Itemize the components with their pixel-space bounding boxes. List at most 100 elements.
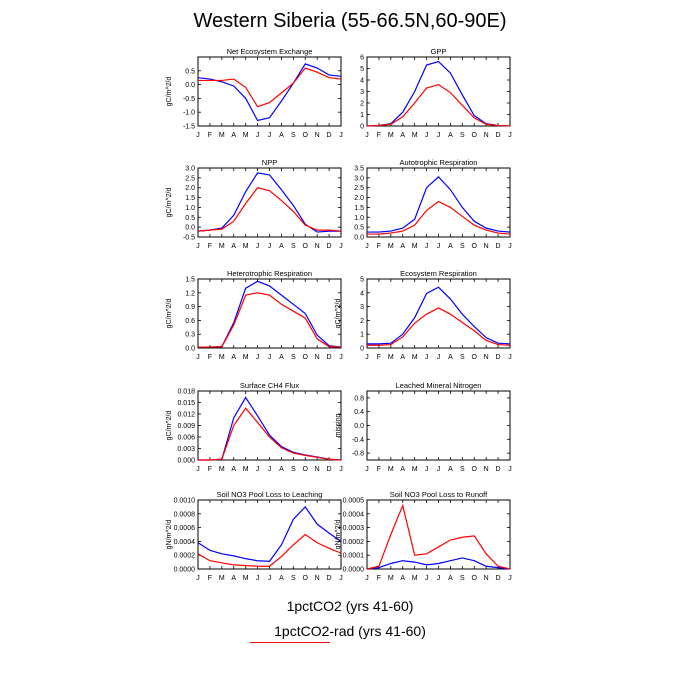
- x-tick-label: O: [472, 575, 478, 582]
- x-tick-label: J: [268, 243, 272, 250]
- x-tick-label: M: [219, 132, 225, 139]
- x-tick-label: J: [425, 466, 429, 473]
- x-tick-label: J: [256, 132, 260, 139]
- y-axis-label: gC/m^2/d: [166, 77, 173, 107]
- y-tick-label: 0.8: [354, 395, 364, 402]
- x-tick-label: F: [208, 354, 212, 361]
- series-line-blue: [197, 172, 341, 233]
- x-tick-label: M: [412, 132, 418, 139]
- y-tick-label: 3: [360, 89, 364, 96]
- y-tick-label: 0.012: [177, 412, 195, 419]
- x-tick-label: S: [291, 354, 296, 361]
- x-tick-label: F: [377, 132, 381, 139]
- y-tick-label: -0.5: [183, 235, 195, 242]
- x-tick-label: J: [437, 354, 441, 361]
- x-tick-label: M: [243, 575, 249, 582]
- y-tick-label: 2.5: [354, 185, 364, 192]
- y-tick-label: 2.0: [185, 185, 195, 192]
- y-tick-label: 2: [360, 318, 364, 325]
- x-tick-label: A: [279, 132, 284, 139]
- y-tick-label: 0.0001: [343, 553, 365, 560]
- panel-title: Autotrophic Respiration: [400, 158, 478, 167]
- x-tick-label: O: [303, 243, 309, 250]
- x-tick-label: F: [208, 132, 212, 139]
- legend-label-2: 1pctCO2-rad (yrs 41-60): [274, 623, 426, 639]
- x-tick-label: A: [448, 132, 453, 139]
- y-tick-label: -1.0: [183, 110, 195, 117]
- plot-frame: [197, 167, 342, 238]
- y-tick-label: 1.5: [354, 205, 364, 212]
- x-tick-label: J: [508, 132, 512, 139]
- x-tick-label: J: [508, 466, 512, 473]
- x-tick-label: A: [279, 466, 284, 473]
- x-tick-label: J: [437, 243, 441, 250]
- y-axis-label: gC/m^2/d: [166, 299, 173, 329]
- x-tick-label: F: [208, 243, 212, 250]
- panel-title: Ecosystem Respiration: [400, 269, 477, 278]
- x-tick-label: O: [303, 354, 309, 361]
- y-tick-label: 0.003: [177, 446, 195, 453]
- x-tick-label: A: [279, 575, 284, 582]
- y-tick-label: 0.000: [177, 458, 195, 465]
- series-line-red: [198, 67, 342, 108]
- x-tick-label: J: [339, 466, 343, 473]
- x-tick-label: M: [219, 466, 225, 473]
- x-tick-label: J: [508, 243, 512, 250]
- y-tick-label: 0.9: [185, 304, 195, 311]
- x-tick-label: N: [315, 132, 320, 139]
- x-tick-label: N: [315, 575, 320, 582]
- y-tick-label: 0.009: [177, 423, 195, 430]
- y-tick-label: 0.5: [185, 68, 195, 75]
- x-tick-label: D: [327, 132, 332, 139]
- y-tick-label: 0.0: [185, 82, 195, 89]
- x-tick-label: A: [231, 243, 236, 250]
- x-tick-label: J: [508, 354, 512, 361]
- x-tick-label: M: [243, 354, 249, 361]
- series-line-blue: [367, 286, 511, 345]
- y-tick-label: 3.0: [185, 166, 195, 173]
- y-tick-label: 1.0: [354, 215, 364, 222]
- panel-1: Net Ecosystem Exchange gC/m^2/d -1.5 -1.0 -0…: [166, 47, 343, 139]
- x-tick-label: A: [231, 132, 236, 139]
- series-line-red: [197, 533, 342, 567]
- x-tick-label: M: [412, 243, 418, 250]
- x-tick-label: N: [484, 132, 489, 139]
- x-tick-label: J: [425, 575, 429, 582]
- x-tick-label: J: [339, 132, 343, 139]
- y-tick-label: 2.5: [185, 175, 195, 182]
- x-tick-label: J: [196, 243, 200, 250]
- plot-frame: [197, 499, 342, 570]
- plot-frame: [366, 390, 511, 461]
- plot-frame: [197, 56, 342, 127]
- x-tick-label: A: [448, 466, 453, 473]
- plot-frame: [366, 499, 511, 570]
- x-tick-label: A: [400, 243, 405, 250]
- x-tick-label: S: [291, 575, 296, 582]
- y-tick-label: 6: [360, 55, 364, 62]
- series-line-red: [366, 503, 511, 570]
- x-tick-label: D: [327, 575, 332, 582]
- y-tick-label: 3: [360, 304, 364, 311]
- y-axis-label: gC/m^2/d: [166, 411, 173, 441]
- x-tick-label: D: [496, 575, 501, 582]
- y-tick-label: 0.0004: [174, 539, 196, 546]
- series-line-blue: [197, 63, 342, 122]
- y-tick-label: 1.5: [185, 195, 195, 202]
- x-tick-label: J: [196, 354, 200, 361]
- x-tick-label: M: [219, 243, 225, 250]
- y-tick-label: 1.0: [185, 205, 195, 212]
- plot-frame: [197, 390, 342, 461]
- x-tick-label: S: [460, 132, 465, 139]
- x-tick-label: A: [231, 466, 236, 473]
- panel-title: Net Ecosystem Exchange: [227, 47, 313, 56]
- x-tick-label: J: [256, 575, 260, 582]
- y-tick-label: 0.0: [185, 225, 195, 232]
- y-tick-label: 0: [360, 124, 364, 131]
- panel-title: GPP: [431, 47, 447, 56]
- series-line-blue: [197, 505, 342, 563]
- y-tick-label: 0.0: [354, 423, 364, 430]
- series-line-red: [367, 200, 511, 235]
- x-tick-label: A: [231, 575, 236, 582]
